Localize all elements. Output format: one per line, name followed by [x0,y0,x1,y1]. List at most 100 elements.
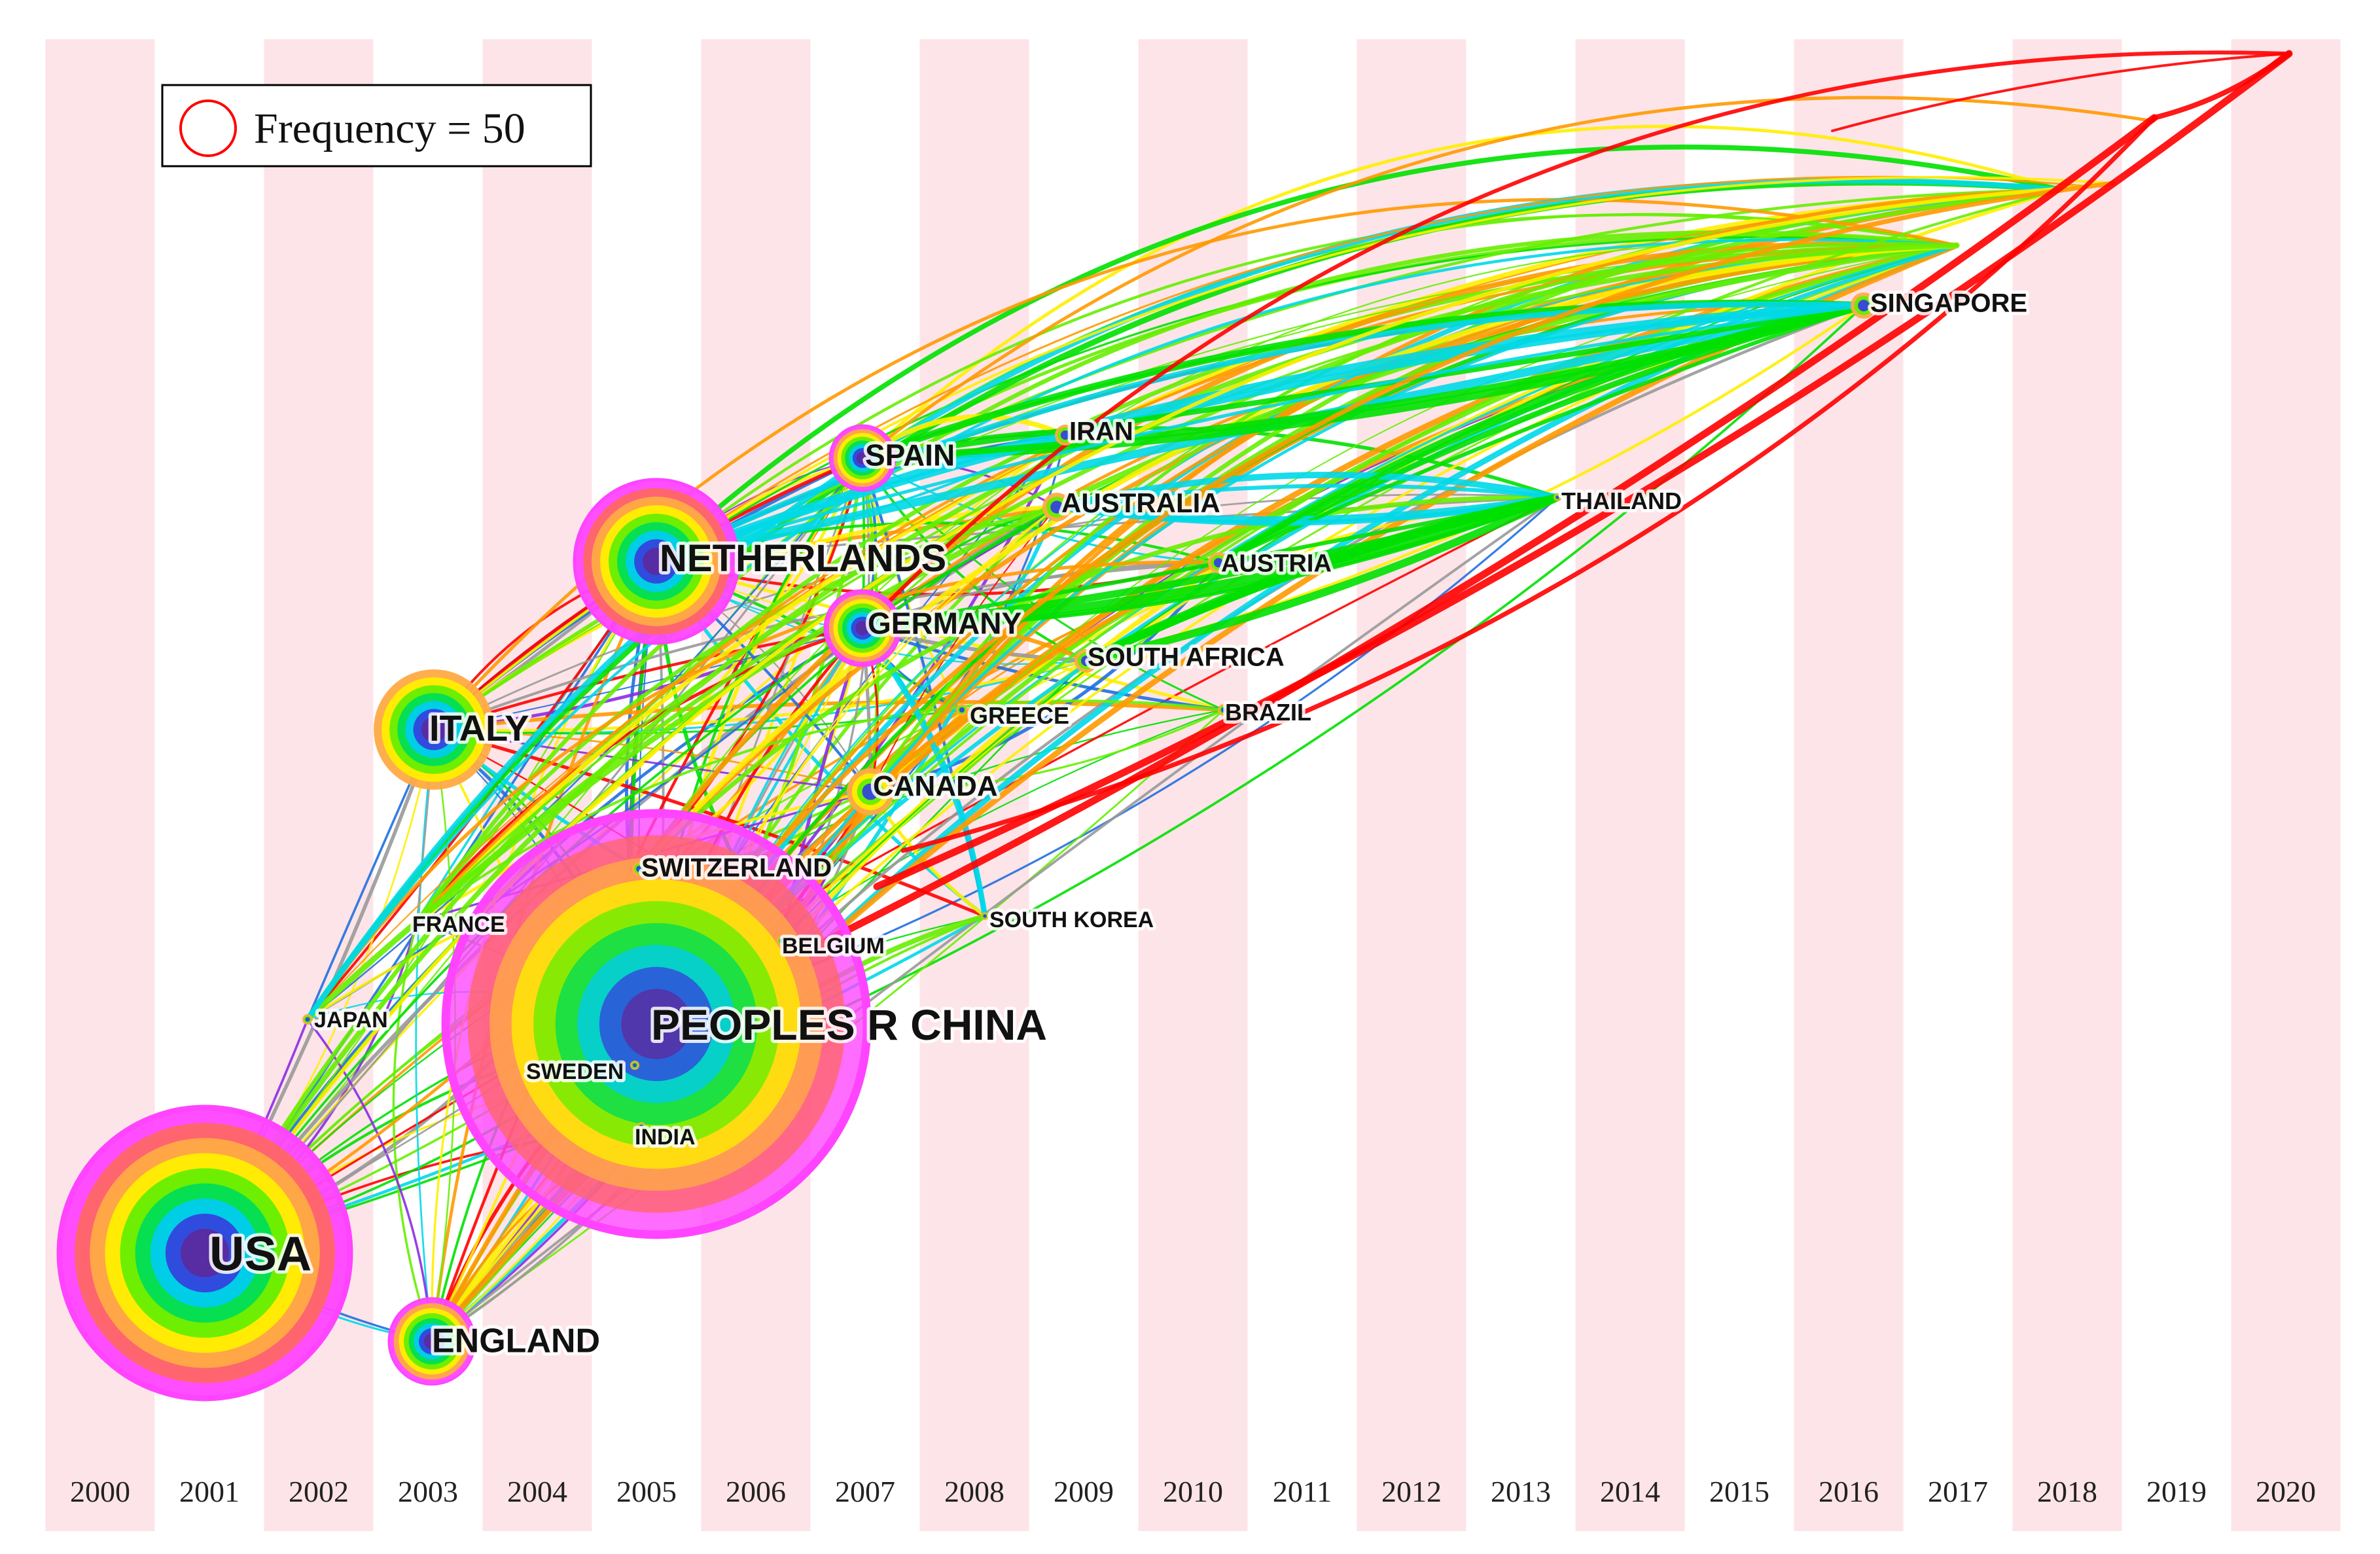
node-ring [1221,707,1226,713]
link-thick-19 [860,495,1560,631]
link-spain-south_africa [861,456,1088,663]
year-band-2018 [2012,39,2122,1531]
node-outer-ring [573,478,740,645]
year-label-2007: 2007 [835,1475,895,1508]
node-thailand[interactable] [1554,493,1561,501]
link-bundle-68 [202,243,1959,1256]
node-ring [421,716,447,743]
node-ring [636,866,643,872]
node-china[interactable] [441,809,872,1239]
label-italy: ITALY [429,707,529,749]
year-label-2005: 2005 [616,1475,677,1508]
year-label-2004: 2004 [507,1475,567,1508]
link-bundle-14 [415,699,1226,923]
label-netherlands: NETHERLANDS [660,537,946,580]
node-ring [181,1229,229,1277]
node-netherlands[interactable] [573,478,740,645]
link-thick-12 [652,301,1868,566]
label-usa: USA [209,1227,311,1281]
link-bundle-69 [868,241,1959,794]
link-red-2019-2020 [2152,51,2292,120]
link-thick-5 [1082,493,1562,665]
node-ring [1050,501,1063,514]
node-germany[interactable] [823,589,902,667]
year-band-2010 [1138,39,1248,1531]
label-thailand: THAILAND [1561,487,1682,514]
node-outer-ring [828,424,897,492]
label-south-africa: SOUTH AFRICA [1088,643,1285,671]
label-japan: JAPAN [314,1008,388,1033]
node-singapore[interactable] [1851,292,1877,319]
year-label-2000: 2000 [70,1475,130,1508]
label-belgium: BELGIUM [782,934,885,959]
legend: Frequency = 50 [161,84,592,168]
link-thick-24 [654,304,1866,563]
year-label-2017: 2017 [1928,1475,1988,1508]
link-thick-20 [859,302,1867,461]
year-axis: 2000 2001 2002 2003 2004 2005 2006 2007 2008 2009… [70,1475,2316,1508]
node-brazil[interactable] [1218,704,1230,716]
label-south-korea: SOUTH KOREA [989,908,1154,932]
legend-box [161,84,592,168]
node-sweden[interactable] [630,1061,639,1070]
node-iran[interactable] [1055,425,1076,446]
node-india[interactable] [637,1122,646,1131]
node-ring [983,914,987,918]
node-switzerland[interactable] [632,862,647,876]
year-label-2008: 2008 [944,1475,1004,1508]
node-south-korea[interactable] [981,912,989,920]
year-label-2012: 2012 [1381,1475,1442,1508]
year-band-2020 [2231,39,2341,1531]
link-outer-usa [203,185,2093,1255]
node-australia[interactable] [1042,493,1071,521]
node-ring [1213,557,1224,568]
node-canada[interactable] [847,768,894,815]
label-greece: GREECE [970,702,1069,729]
node-france[interactable] [412,916,422,927]
year-label-2015: 2015 [1709,1475,1769,1508]
link-bundle-44 [414,230,1959,924]
link-thick-15 [1054,495,1560,526]
legend-circle-icon [179,99,237,157]
link-thick-4 [1215,302,1867,566]
label-china: PEOPLES R CHINA [651,1000,1047,1049]
link-red-china-2020 [873,50,2293,891]
label-spain: SPAIN [865,438,955,472]
node-italy[interactable] [374,669,494,790]
node-japan[interactable] [302,1014,313,1025]
legend-label: Frequency = 50 [254,105,525,152]
link-canada-brazil [869,709,1225,793]
node-ring [779,938,785,944]
link-bundle-67 [633,188,2063,1067]
node-greece[interactable] [956,704,968,716]
link-bundle-50 [306,560,1220,1021]
label-austria: AUSTRIA [1221,550,1332,578]
node-spain[interactable] [828,424,897,492]
link-usa-thailand [204,496,1559,1254]
node-belgium[interactable] [777,936,787,946]
node-austria[interactable] [1208,552,1229,573]
year-label-2001: 2001 [179,1475,240,1508]
node-ring [855,621,870,635]
year-label-2019: 2019 [2146,1475,2207,1508]
link-red-china-2019 [652,114,2158,1028]
link-italy-england [415,728,435,1343]
node-ring [1555,495,1559,499]
node-usa[interactable] [56,1104,353,1402]
label-singapore: SINGAPORE [1870,289,2027,317]
label-france: FRANCE [412,912,505,937]
link-red-germany-2020 [861,50,2291,630]
link-bundle-20 [654,144,2064,564]
node-south-africa[interactable] [1075,649,1098,673]
year-label-2018: 2018 [2037,1475,2097,1508]
label-germany: GERMANY [868,607,1021,641]
link-italy-germany [432,626,864,732]
year-label-2002: 2002 [289,1475,349,1508]
year-label-2009: 2009 [1054,1475,1114,1508]
node-ring [643,548,670,575]
node-england[interactable] [387,1297,476,1386]
year-label-2011: 2011 [1273,1475,1332,1508]
link-bundle-54 [304,242,1960,1023]
node-ring [856,451,869,465]
node-ring [423,1333,440,1350]
